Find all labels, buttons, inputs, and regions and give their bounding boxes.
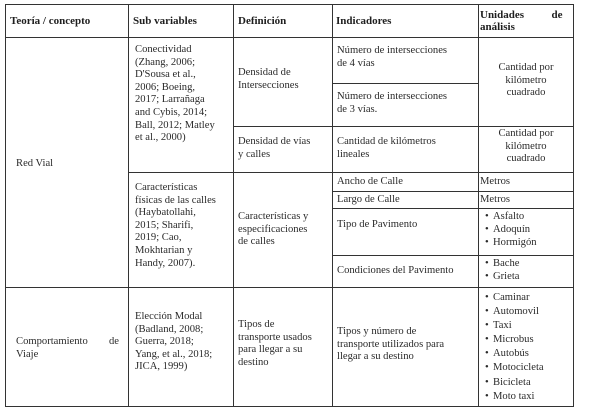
- row-rule: [332, 208, 574, 209]
- header-unidades-line2: análisis: [480, 21, 515, 33]
- ind-largo-calle: Largo de Calle: [337, 194, 400, 205]
- row-rule: [233, 126, 574, 127]
- ind-condiciones-pavimento: Condiciones del Pavimento: [337, 265, 454, 276]
- column-rule: [332, 4, 333, 407]
- sub-caracteristicas-fisicas: Características físicas de las calles (H…: [135, 182, 216, 269]
- list-item: Bicicleta: [485, 376, 544, 390]
- list-item: Moto taxi: [485, 390, 544, 404]
- list-item: Taxi: [485, 319, 544, 333]
- column-rule: [233, 4, 234, 407]
- row-rule: [332, 83, 478, 84]
- row-rule: [332, 255, 574, 256]
- column-rule: [478, 4, 479, 407]
- list-item: Bache: [485, 258, 519, 271]
- list-modos-transporte: Caminar Automovil Taxi Microbus Autobús …: [485, 291, 544, 404]
- list-pavimento: Asfalto Adoquín Hormigón: [485, 211, 537, 249]
- teoria-comportamiento-line1: Comportamiento de: [16, 336, 119, 347]
- table-bottom-rule: [5, 406, 574, 408]
- def-densidad-vias: Densidad de vías y calles: [238, 136, 311, 160]
- def-caracteristicas-calles: Características y especificaciones de ca…: [238, 211, 309, 248]
- list-item: Caminar: [485, 291, 544, 305]
- unit-cantidad-km2: Cantidad por kilómetro cuadrado: [498, 128, 554, 165]
- ind-intersecciones-3: Número de intersecciones de 3 vías.: [337, 91, 448, 115]
- ind-ancho-calle: Ancho de Calle: [337, 176, 403, 187]
- ind-km-lineales: Cantidad de kilómetros lineales: [337, 136, 436, 160]
- row-rule: [332, 191, 574, 192]
- list-condiciones: Bache Grieta: [485, 258, 519, 284]
- header-indicadores: Indicadores: [336, 15, 392, 27]
- header-unidades-line1: Unidades de: [480, 9, 563, 21]
- header-definicion: Definición: [238, 15, 287, 27]
- header-sub-variables: Sub variables: [133, 15, 197, 27]
- column-rule: [573, 4, 574, 407]
- teoria-comportamiento-line2: Viaje: [16, 349, 39, 360]
- unit-metros: Metros: [480, 176, 511, 187]
- list-item: Microbus: [485, 333, 544, 347]
- sub-conectividad: Conectividad (Zhang, 2006; D'Sousa et al…: [135, 44, 215, 144]
- list-item: Adoquín: [485, 224, 537, 237]
- list-item: Automovil: [485, 305, 544, 319]
- teoria-red-vial: Red Vial: [16, 158, 54, 169]
- table-top-rule: [5, 4, 574, 6]
- row-rule: [128, 172, 574, 173]
- sub-eleccion-modal: Elección Modal (Badland, 2008; Guerra, 2…: [135, 311, 213, 373]
- header-teoria: Teoría / concepto: [10, 15, 91, 27]
- def-tipos-transporte: Tipos de transporte usados para llegar a…: [238, 319, 312, 368]
- list-item: Hormigón: [485, 237, 537, 250]
- unit-cantidad-km2: Cantidad por kilómetro cuadrado: [498, 62, 554, 99]
- section-rule: [5, 287, 574, 288]
- ind-tipos-numero-transporte: Tipos y número de transporte utilizados …: [337, 326, 445, 363]
- list-item: Grieta: [485, 271, 519, 284]
- list-item: Autobús: [485, 347, 544, 361]
- ind-intersecciones-4: Número de intersecciones de 4 vías: [337, 45, 448, 69]
- unit-metros: Metros: [480, 194, 511, 205]
- list-item: Asfalto: [485, 211, 537, 224]
- ind-tipo-pavimento: Tipo de Pavimento: [337, 219, 418, 230]
- column-rule: [128, 4, 129, 407]
- def-densidad-intersecciones: Densidad de Intersecciones: [238, 67, 299, 91]
- header-bottom-rule: [5, 37, 574, 39]
- list-item: Motocicleta: [485, 361, 544, 375]
- column-rule: [5, 4, 6, 407]
